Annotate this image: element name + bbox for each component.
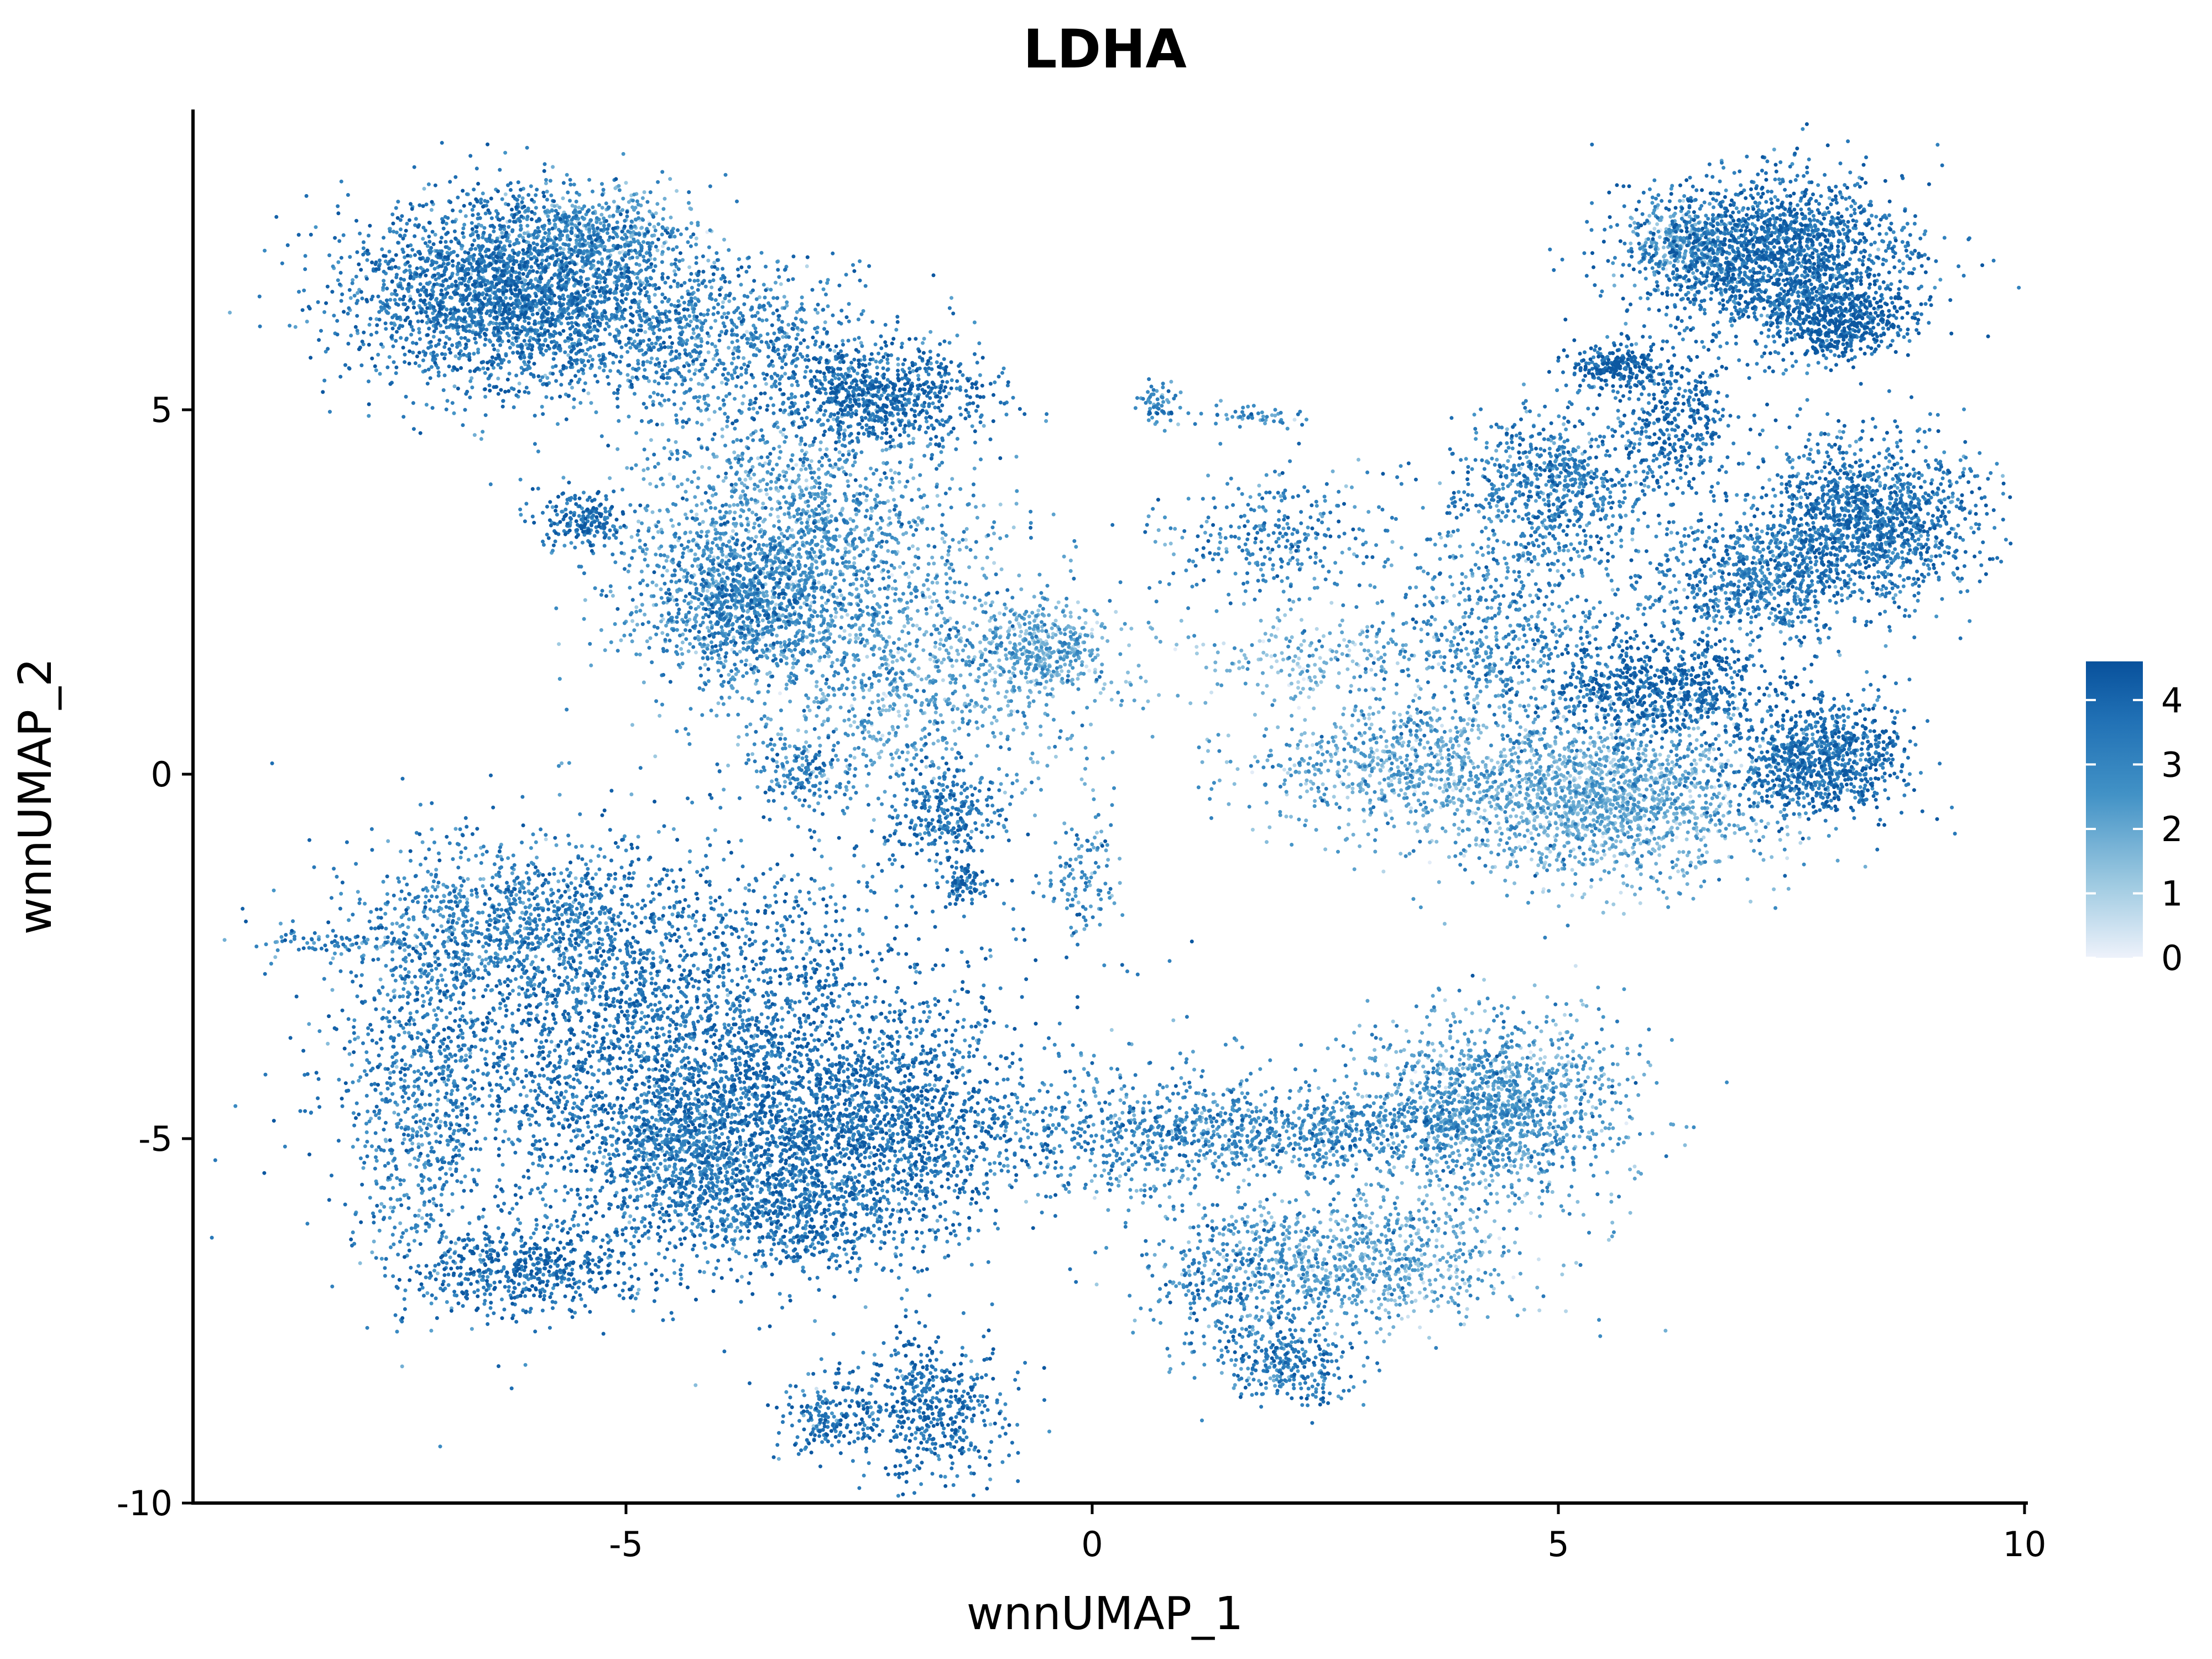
x-axis-title: wnnUMAP_1 [967, 1588, 1244, 1640]
scatter-point-group [244, 122, 2012, 1496]
y-tick-label: -10 [117, 1483, 173, 1524]
x-tick-label: -5 [609, 1524, 643, 1564]
colorbar-tick-label: 2 [2161, 809, 2183, 849]
chart-title: LDHA [1023, 18, 1187, 80]
y-tick-label: -5 [138, 1119, 173, 1159]
y-axis-ticks: -10 -5 0 5 [117, 390, 193, 1524]
scatter-points [210, 122, 2021, 1498]
x-axis-ticks: -5 0 5 10 [609, 1503, 2046, 1564]
colorbar [2086, 661, 2143, 958]
scatter-point-group [263, 140, 2005, 1498]
colorbar-tick-label: 0 [2161, 938, 2183, 978]
y-axis-title: wnnUMAP_2 [9, 658, 62, 935]
colorbar-tick-label: 1 [2161, 873, 2183, 914]
x-tick-label: 0 [1081, 1524, 1103, 1564]
colorbar-legend: 0 1 2 3 4 [2086, 661, 2183, 978]
x-tick-label: 10 [2003, 1524, 2047, 1564]
colorbar-ticks: 0 1 2 3 4 [2086, 680, 2183, 978]
x-tick-label: 5 [1547, 1524, 1569, 1564]
colorbar-tick-label: 4 [2161, 680, 2183, 721]
y-tick-label: 5 [151, 390, 173, 430]
y-tick-label: 0 [151, 754, 173, 795]
colorbar-tick-label: 3 [2161, 744, 2183, 785]
